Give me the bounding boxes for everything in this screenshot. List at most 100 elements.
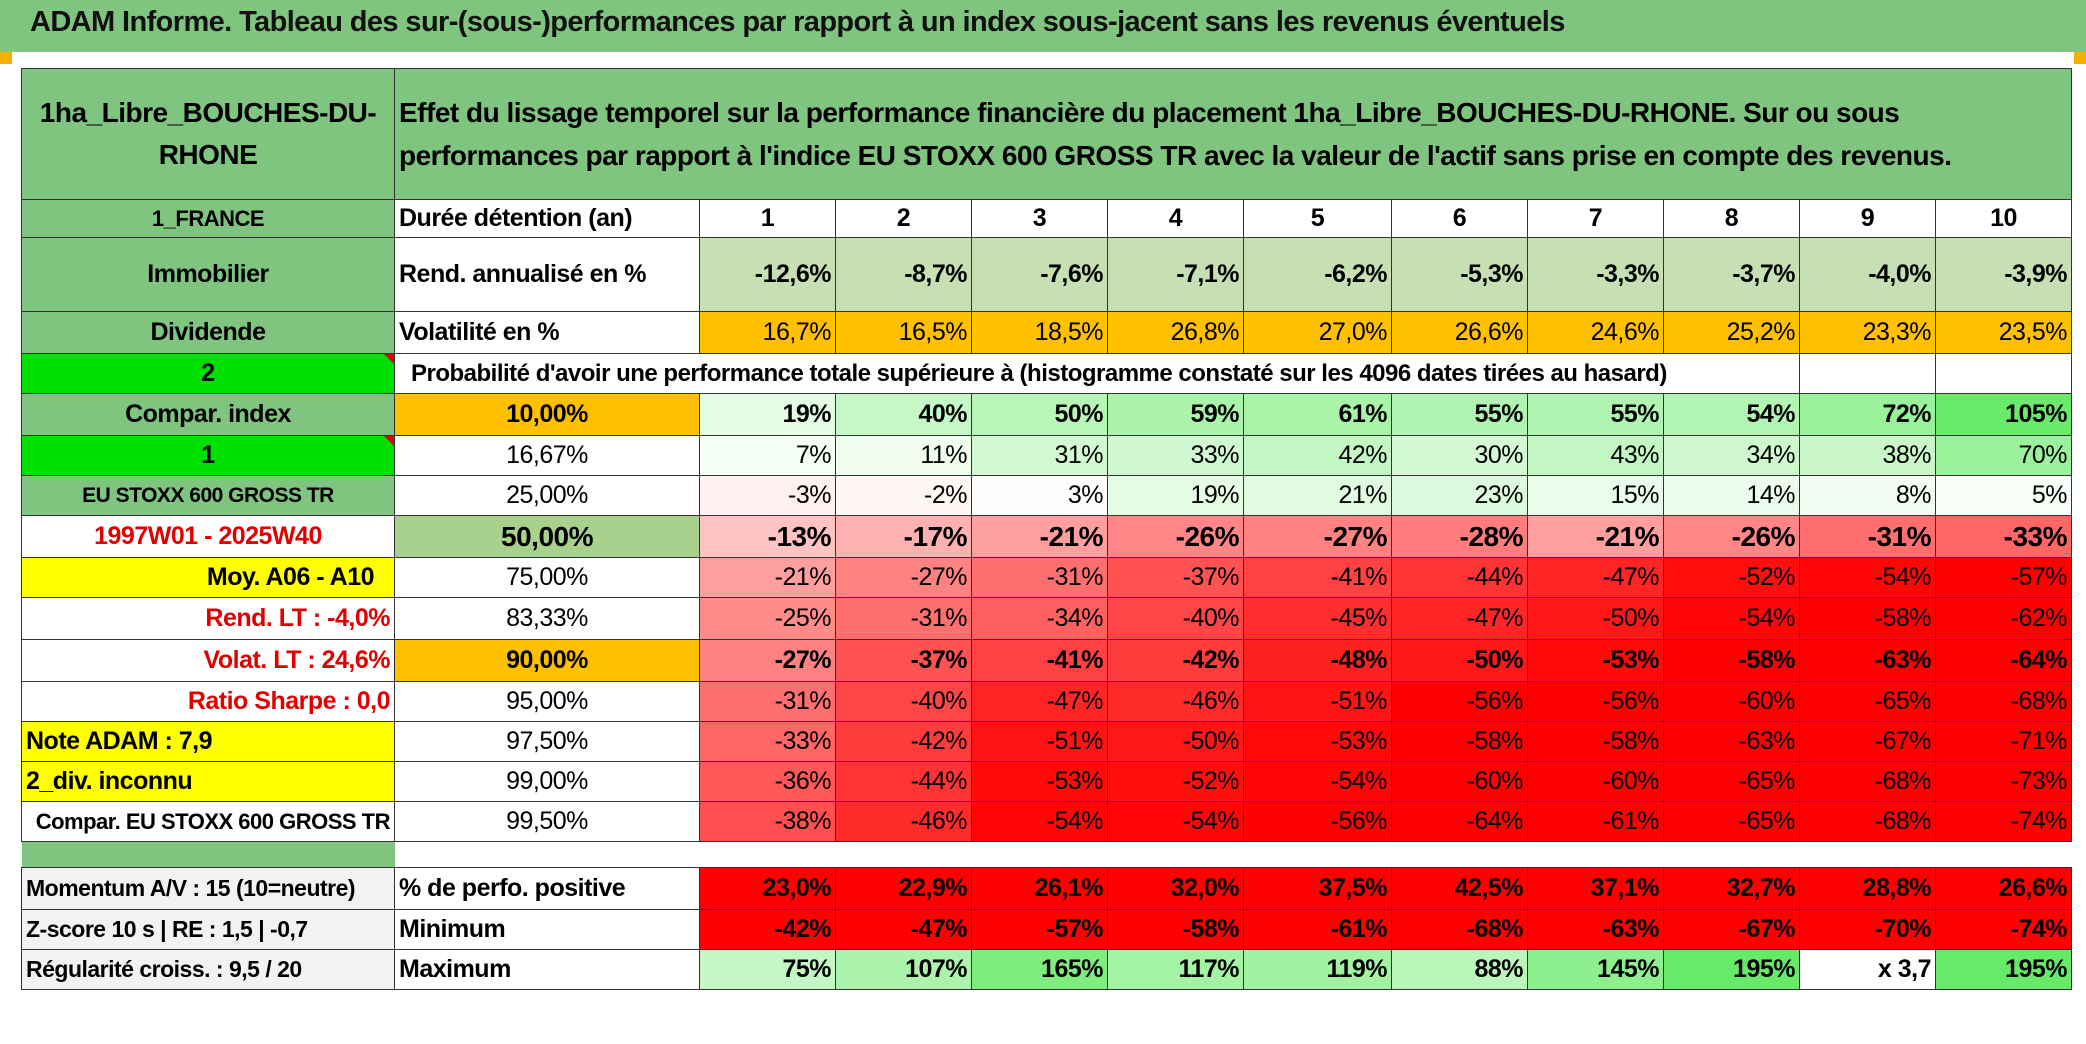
summary-value: 23,0% [699, 867, 836, 910]
quantile-value: -31% [1799, 515, 1936, 558]
quantile-label: 10,00% [394, 393, 700, 436]
quantile-value: -56% [1391, 681, 1528, 722]
asset-name: 1ha_Libre_BOUCHES-DU-RHONE [21, 68, 395, 200]
quantile-value: -41% [971, 639, 1108, 682]
summary-label: Maximum [394, 949, 700, 990]
table-row: 2 Probabilité d'avoir une performance tot… [21, 353, 2072, 394]
quantile-value: -26% [1107, 515, 1244, 558]
table-row: Moy. A06 - A10 75,00% -21% -27% -31% -37% -41%… [21, 557, 2072, 598]
table-row: Dividende Volatilité en % 16,7% 16,5% 18,5% 2… [21, 311, 2072, 354]
table-row: Régularité croiss. : 9,5 / 20 Maximum 75% 1… [21, 949, 2072, 990]
year-header: 3 [971, 199, 1108, 238]
quantile-value: -58% [1663, 639, 1800, 682]
quantile-value: -56% [1527, 681, 1664, 722]
quantile-value: -56% [1243, 801, 1392, 842]
quantile-value: -27% [1243, 515, 1392, 558]
summary-value: 28,8% [1799, 867, 1936, 910]
left-info-cell: Ratio Sharpe : 0,0 [21, 681, 395, 722]
volat-value: 25,2% [1663, 311, 1800, 354]
summary-value: 75% [699, 949, 836, 990]
year-header: 10 [1935, 199, 2072, 238]
quantile-value: 55% [1391, 393, 1528, 436]
summary-value: 26,1% [971, 867, 1108, 910]
quantile-value: 31% [971, 435, 1108, 476]
quantile-value: -71% [1935, 721, 2072, 762]
report-title: ADAM Informe. Tableau des sur-(sous-)per… [30, 6, 1565, 38]
left-info-cell: Volat. LT : 24,6% [21, 639, 395, 682]
rend-value: -3,9% [1935, 237, 2072, 312]
quantile-value: 70% [1935, 435, 2072, 476]
quantile-value: -53% [1243, 721, 1392, 762]
quantile-value: 14% [1663, 475, 1800, 516]
quantile-value: -54% [1799, 557, 1936, 598]
quantile-label: 75,00% [394, 557, 700, 598]
quantile-value: -64% [1935, 639, 2072, 682]
year-header: 6 [1391, 199, 1528, 238]
volat-value: 16,5% [835, 311, 972, 354]
empty-cell [1799, 353, 1936, 394]
quantile-value: -74% [1935, 801, 2072, 842]
table-row: Volat. LT : 24,6% 90,00% -27% -37% -41% -42% -… [21, 639, 2072, 682]
quantile-value: -65% [1799, 681, 1936, 722]
table-row: 2_div. inconnu 99,00% -36% -44% -53% -52% -54%… [21, 761, 2072, 802]
left-info-cell: 2_div. inconnu [21, 761, 395, 802]
asset-description: Effet du lissage temporel sur la perform… [394, 68, 2072, 200]
quantile-value: 59% [1107, 393, 1244, 436]
quantile-value: -31% [835, 597, 972, 640]
quantile-value: -62% [1935, 597, 2072, 640]
volat-label: Volatilité en % [394, 311, 700, 354]
quantile-value: -63% [1799, 639, 1936, 682]
left-info-cell: EU STOXX 600 GROSS TR [21, 475, 395, 516]
quantile-label: 16,67% [394, 435, 700, 476]
quantile-value: -25% [699, 597, 836, 640]
quantile-value: -42% [835, 721, 972, 762]
quantile-value: 50% [971, 393, 1108, 436]
quantile-value: 5% [1935, 475, 2072, 516]
quantile-value: -37% [835, 639, 972, 682]
quantile-value: -17% [835, 515, 972, 558]
table-row: 1_FRANCE Durée détention (an) 1 2 3 4 5 6 7 8 9 10 [21, 199, 2072, 238]
quantile-value: -44% [1391, 557, 1528, 598]
table-row: Compar. index 10,00% 19% 40% 50% 59% 61% 55% 55%… [21, 393, 2072, 436]
quantile-value: -31% [971, 557, 1108, 598]
summary-value: 37,1% [1527, 867, 1664, 910]
quantile-value: -60% [1527, 761, 1664, 802]
quantile-value: -36% [699, 761, 836, 802]
spacer-cell [394, 841, 2072, 868]
summary-value: -57% [971, 909, 1108, 950]
quantile-label: 90,00% [394, 639, 700, 682]
quantile-value: -53% [971, 761, 1108, 802]
quantile-value: 15% [1527, 475, 1664, 516]
quantile-value: -31% [699, 681, 836, 722]
summary-value: -67% [1663, 909, 1800, 950]
quantile-value: -65% [1663, 761, 1800, 802]
quantile-value: 55% [1527, 393, 1664, 436]
quantile-label: 50,00% [394, 515, 700, 558]
quantile-value: -27% [835, 557, 972, 598]
summary-label: % de perfo. positive [394, 867, 700, 910]
quantile-value: -40% [1107, 597, 1244, 640]
quantile-value: -50% [1107, 721, 1244, 762]
quantile-value: -48% [1243, 639, 1392, 682]
rend-value: -3,7% [1663, 237, 1800, 312]
quantile-value: -46% [1107, 681, 1244, 722]
rend-value: -4,0% [1799, 237, 1936, 312]
quantile-value: -34% [971, 597, 1108, 640]
summary-value: 37,5% [1243, 867, 1392, 910]
summary-value: -74% [1935, 909, 2072, 950]
table-row: Compar. EU STOXX 600 GROSS TR 99,50% -38% -… [21, 801, 2072, 842]
table-row: 1 16,67% 7% 11% 31% 33% 42% 30% 43% 34% 38% 70% [21, 435, 2072, 476]
quantile-label: 97,50% [394, 721, 700, 762]
quantile-value: -61% [1527, 801, 1664, 842]
quantile-value: -38% [699, 801, 836, 842]
quantile-value: 3% [971, 475, 1108, 516]
quantile-value: -44% [835, 761, 972, 802]
quantile-value: -52% [1663, 557, 1800, 598]
quantile-value: -51% [971, 721, 1108, 762]
quantile-value: -50% [1527, 597, 1664, 640]
param1-cell: 2 [21, 353, 395, 394]
rend-value: -6,2% [1243, 237, 1392, 312]
year-header: 8 [1663, 199, 1800, 238]
quantile-value: 7% [699, 435, 836, 476]
quantile-value: -54% [1243, 761, 1392, 802]
